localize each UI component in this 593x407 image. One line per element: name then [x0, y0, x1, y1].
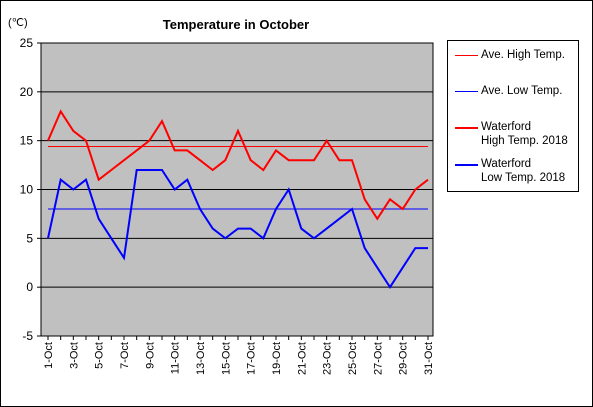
- x-tick-label: 7-Oct: [119, 342, 131, 369]
- x-tick-label: 23-Oct: [322, 342, 334, 375]
- x-tick-label: 9-Oct: [144, 342, 156, 369]
- series-lines: [47, 109, 429, 290]
- y-tick-label: -5: [22, 329, 33, 343]
- legend-label-ave-low: Ave. Low Temp.: [481, 85, 563, 97]
- legend-label-waterford-low: Waterford Low Temp. 2018: [481, 158, 566, 184]
- y-tick-label: 20: [20, 85, 34, 99]
- y-tick-label: 25: [20, 36, 34, 50]
- legend-swatch-waterford-high: [455, 127, 478, 129]
- grid-lines: [41, 91, 433, 288]
- x-tick-label: 1-Oct: [43, 342, 55, 369]
- x-tick-label: 15-Oct: [220, 342, 232, 375]
- y-tick-label: 5: [26, 231, 33, 245]
- x-tick-label: 31-Oct: [423, 342, 435, 375]
- x-tick-label: 5-Oct: [94, 342, 106, 369]
- legend-label-ave-high: Ave. High Temp.: [481, 49, 565, 61]
- y-tick-label: 15: [20, 134, 34, 148]
- x-tick-label: 27-Oct: [372, 342, 384, 375]
- y-tick-label: 0: [26, 280, 33, 294]
- x-tick-label: 17-Oct: [246, 342, 258, 375]
- chart-title: Temperature in October: [163, 17, 309, 32]
- x-tick-label: 29-Oct: [398, 342, 410, 375]
- x-tick-label: 19-Oct: [271, 342, 283, 375]
- legend: Ave. High Temp. Ave. Low Temp. Waterford…: [447, 40, 579, 192]
- legend-swatch-ave-low: [455, 91, 478, 92]
- series-waterford-high-line: [47, 109, 429, 221]
- x-tick-label: 3-Oct: [68, 342, 80, 369]
- y-axis-unit-label: (℃): [8, 17, 28, 29]
- x-tick-label: 13-Oct: [195, 342, 207, 375]
- series-waterford-low-line: [47, 169, 428, 290]
- x-tick-label: 25-Oct: [347, 342, 359, 375]
- legend-swatch-waterford-low: [455, 164, 478, 166]
- x-tick-label: 11-Oct: [170, 342, 182, 374]
- legend-swatch-ave-high: [455, 55, 478, 56]
- y-axis-ticks: -5 0 5 10 15 20 25: [20, 36, 41, 343]
- y-tick-label: 10: [20, 183, 34, 197]
- legend-label-waterford-high: Waterford High Temp. 2018: [481, 121, 568, 147]
- x-tick-label: 21-Oct: [296, 342, 308, 375]
- x-axis-ticks: 1-Oct 3-Oct 5-Oct 7-Oct 9-Oct 11-Oct 13-Oct 15-…: [43, 336, 435, 375]
